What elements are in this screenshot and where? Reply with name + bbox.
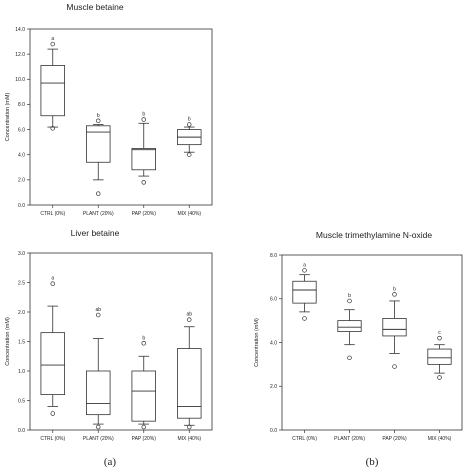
chart3-significance-letter: c: [438, 330, 441, 336]
chart2-outlier-point: [187, 424, 192, 430]
chart3-outlier-point: [302, 268, 307, 273]
chart1-outlier-point: [50, 41, 55, 47]
chart3-outlier-point: [347, 298, 352, 304]
chart3-box-4: [427, 348, 452, 365]
chart2-title: Liver betaine: [71, 228, 120, 238]
chart3-box-3: [382, 318, 407, 337]
chart2-y-tick-label: 0.0: [18, 428, 25, 434]
chart2-y-axis-label: Concentration (mM): [5, 317, 11, 366]
chart1-box-3: [131, 148, 156, 171]
chart2-x-tick-label: MIX (40%): [177, 436, 201, 442]
chart1-outlier-point: [95, 191, 101, 196]
chart3-outlier-point: [347, 355, 352, 361]
chart3-significance-letter: b: [393, 286, 396, 292]
chart1-y-tick-label: 4.0: [18, 153, 25, 159]
chart1-x-tick-label: CTRL (0%): [40, 211, 65, 217]
chart2-x-tick-label: PAP (20%): [132, 436, 157, 442]
chart1-y-tick-label: 0.0: [18, 203, 25, 209]
chart3-significance-letter: b: [348, 293, 351, 299]
chart3-y-tick-label: 6.0: [270, 297, 277, 303]
chart2-significance-letter: ab: [95, 307, 101, 313]
chart3-y-tick-label: 4.0: [270, 340, 277, 346]
chart2-significance-letter: b: [142, 335, 145, 341]
chart3-y-tick-label: 2.0: [270, 384, 277, 390]
chart1-y-tick-label: 8.0: [18, 102, 25, 108]
chart2-y-tick-label: 2.0: [18, 310, 25, 316]
chart1-x-tick-label: PAP (20%): [132, 211, 157, 217]
chart2-box-3: [131, 370, 156, 422]
chart2-x-tick-label: PLANT (20%): [83, 436, 114, 442]
chart2-y-tick-label: 1.0: [18, 369, 25, 375]
chart2-y-tick-label: 0.5: [18, 398, 25, 404]
chart1-y-tick-label: 2.0: [18, 178, 25, 184]
chart3-title: Muscle trimethylamine N-oxide: [316, 230, 432, 240]
chart2-outlier-point: [95, 312, 101, 318]
chart1-significance-letter: a: [51, 36, 54, 42]
chart1-x-tick-label: PLANT (20%): [83, 211, 114, 217]
chart3-outlier-point: [392, 364, 397, 369]
chart1-y-axis-label: Concentration (mM): [5, 93, 11, 142]
chart2-y-tick-label: 3.0: [18, 251, 25, 257]
chart1-box-2: [86, 125, 111, 163]
chart2-outlier-point: [187, 317, 192, 322]
chart3-outlier-point: [302, 316, 307, 321]
chart3-y-tick-label: 8.0: [270, 253, 277, 259]
chart2-x-tick-label: CTRL (0%): [40, 436, 65, 442]
chart3-outlier-point: [437, 375, 442, 380]
chart1-outlier-point: [141, 117, 147, 122]
chart2-box-1: [40, 332, 65, 395]
chart3-outlier-point: [437, 335, 442, 341]
panel-label-a: (a): [104, 456, 117, 468]
chart1-significance-letter: b: [188, 117, 191, 123]
chart2-significance-letter: ab: [186, 312, 192, 318]
chart1-outlier-point: [50, 126, 55, 131]
chart1-significance-letter: b: [97, 113, 100, 119]
chart3-x-tick-label: PAP (20%): [382, 436, 407, 442]
panel-label-b: (b): [366, 456, 379, 468]
chart3-x-tick-label: CTRL (0%): [292, 436, 317, 442]
chart1-plot-frame: [29, 28, 213, 206]
chart1-y-tick-label: 10.0: [15, 77, 25, 83]
chart2-outlier-point: [141, 424, 147, 430]
chart3-y-axis-label: Concentration (mM): [254, 318, 260, 367]
chart3-outlier-point: [392, 292, 397, 297]
chart1-box-1: [40, 65, 65, 117]
chart1-y-tick-label: 14.0: [15, 27, 25, 33]
chart2-outlier-point: [50, 281, 55, 286]
chart1-outlier-point: [141, 180, 147, 185]
chart1-title: Muscle betaine: [66, 2, 123, 12]
chart1-y-tick-label: 12.0: [15, 52, 25, 58]
chart3-y-tick-label: 0.0: [270, 428, 277, 434]
chart1-outlier-point: [187, 122, 192, 127]
chart3-x-tick-label: PLANT (20%): [334, 436, 365, 442]
chart2-outlier-point: [50, 411, 55, 416]
chart2-outlier-point: [141, 341, 147, 346]
chart3-box-2: [337, 320, 362, 332]
chart2-box-4: [177, 348, 202, 419]
chart1-outlier-point: [95, 118, 101, 124]
chart2-y-tick-label: 1.5: [18, 339, 25, 345]
chart2-significance-letter: a: [51, 276, 54, 282]
chart1-x-tick-label: MIX (40%): [177, 211, 201, 217]
chart1-significance-letter: b: [142, 112, 145, 118]
chart2-outlier-point: [95, 424, 101, 430]
chart1-outlier-point: [187, 152, 192, 157]
chart2-box-2: [86, 370, 111, 416]
chart3-significance-letter: a: [303, 262, 306, 268]
chart2-y-tick-label: 2.5: [18, 280, 25, 286]
chart3-x-tick-label: MIX (40%): [428, 436, 452, 442]
chart1-y-tick-label: 6.0: [18, 127, 25, 133]
chart3-box-1: [292, 280, 317, 304]
